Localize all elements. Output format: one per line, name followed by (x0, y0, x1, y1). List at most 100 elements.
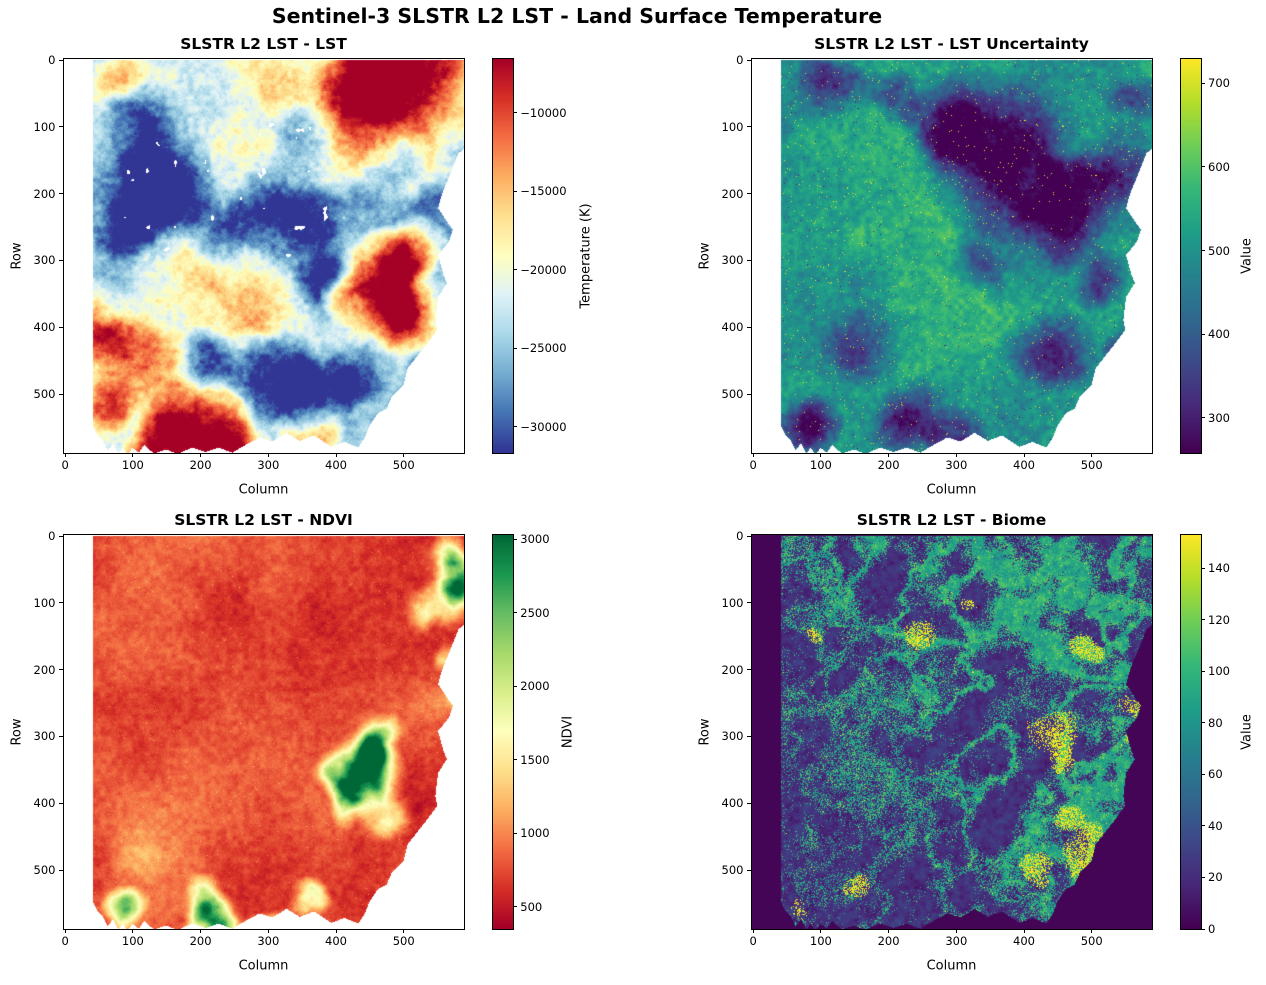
x-tick-label: 200 (189, 934, 212, 948)
colorbar-tick-mark (1201, 166, 1205, 168)
y-tick-label: 200 (33, 662, 56, 677)
y-axis-label-lst: Row (9, 242, 24, 270)
colorbar-tick-label: 700 (1208, 76, 1230, 91)
x-tick-label: 0 (749, 458, 757, 472)
y-tick-label: 300 (721, 253, 744, 268)
x-tick-label: 300 (945, 458, 968, 472)
y-tick-label: 0 (48, 53, 56, 67)
y-tick-mark (58, 535, 63, 537)
x-tick-mark (752, 453, 754, 457)
colorbar-tick-mark (513, 832, 518, 834)
y-tick-mark (58, 602, 63, 604)
x-tick-mark (1091, 929, 1093, 933)
colorbar-tick-label: 500 (520, 899, 543, 914)
colorbar-label-lst: Temperature (K) (578, 203, 594, 309)
y-tick-label: 100 (721, 595, 744, 610)
colorbar-tick-label: 40 (1208, 818, 1223, 833)
y-tick-label: 300 (33, 729, 56, 744)
colorbar-tick-label: 1000 (520, 826, 550, 841)
colorbar-tick-label: −20000 (520, 262, 567, 277)
x-tick-mark (1023, 453, 1025, 457)
x-tick-mark (403, 929, 405, 933)
y-tick-label: 100 (33, 595, 56, 610)
colorbar-ndvi (492, 534, 515, 930)
colorbar-tick-mark (1201, 417, 1205, 419)
x-tick-mark (1023, 929, 1025, 933)
x-axis-label-ndvi: Column (238, 958, 289, 974)
x-tick-label: 500 (1080, 934, 1103, 948)
x-tick-mark (888, 929, 890, 933)
plot-area-lst_uncertainty (750, 58, 1153, 454)
subplot-title-lst: SLSTR L2 LST - LST (180, 35, 347, 53)
y-tick-mark (746, 802, 751, 804)
y-tick-mark (58, 802, 63, 804)
y-tick-label: 400 (33, 320, 56, 335)
colorbar-tick-label: 60 (1208, 767, 1223, 782)
plot-area-biome (750, 534, 1153, 930)
x-tick-label: 500 (392, 458, 415, 472)
y-axis-label-biome: Row (697, 718, 712, 746)
colorbar-tick-label: 2000 (520, 679, 550, 694)
x-tick-mark (955, 453, 957, 457)
y-tick-mark (58, 326, 63, 328)
y-tick-mark (746, 326, 751, 328)
figure-title: Sentinel-3 SLSTR L2 LST - Land Surface T… (271, 4, 883, 28)
x-tick-mark (64, 929, 66, 933)
colorbar-tick-mark (513, 112, 518, 114)
colorbar-tick-label: 500 (1208, 243, 1230, 258)
x-tick-mark (335, 453, 337, 457)
x-tick-mark (335, 929, 337, 933)
x-tick-label: 200 (877, 458, 900, 472)
colorbar-tick-label: 2500 (520, 605, 550, 620)
y-tick-label: 500 (33, 387, 56, 401)
x-tick-label: 300 (257, 934, 280, 948)
y-tick-label: 0 (736, 53, 744, 67)
y-tick-label: 100 (721, 119, 744, 134)
x-tick-mark (132, 929, 134, 933)
y-axis-label-ndvi: Row (9, 718, 24, 746)
colorbar-tick-mark (1201, 619, 1205, 621)
colorbar-biome (1180, 534, 1202, 930)
y-tick-label: 200 (33, 186, 56, 201)
y-tick-mark (58, 193, 63, 195)
colorbar-tick-mark (513, 269, 518, 271)
colorbar-tick-mark (1201, 825, 1205, 827)
y-tick-mark (58, 126, 63, 128)
y-tick-label: 0 (48, 529, 56, 543)
x-tick-mark (200, 929, 202, 933)
x-tick-label: 100 (809, 934, 832, 948)
x-tick-mark (267, 929, 269, 933)
colorbar-tick-mark (513, 190, 518, 192)
y-tick-mark (746, 535, 751, 537)
y-axis-label-lst_uncertainty: Row (697, 242, 712, 270)
colorbar-tick-mark (1201, 82, 1205, 84)
x-tick-mark (1091, 453, 1093, 457)
colorbar-tick-label: −10000 (520, 105, 567, 120)
lst-image (63, 59, 464, 453)
plot-area-ndvi (62, 534, 465, 930)
colorbar-tick-mark (513, 612, 518, 614)
colorbar-tick-label: −30000 (520, 419, 567, 434)
y-tick-mark (746, 126, 751, 128)
ndvi-image (63, 535, 464, 929)
colorbar-tick-mark (513, 538, 518, 540)
y-tick-mark (746, 602, 751, 604)
y-tick-mark (746, 393, 751, 395)
colorbar-tick-label: 600 (1208, 159, 1230, 174)
y-tick-mark (746, 669, 751, 671)
colorbar-tick-label: 80 (1208, 715, 1223, 730)
biome-image (751, 535, 1152, 929)
colorbar-tick-mark (1201, 722, 1205, 724)
x-tick-label: 400 (325, 458, 347, 472)
subplot-title-lst_uncertainty: SLSTR L2 LST - LST Uncertainty (814, 35, 1089, 53)
y-tick-label: 100 (33, 119, 56, 134)
y-tick-label: 500 (721, 863, 744, 877)
y-tick-label: 500 (721, 387, 744, 401)
colorbar-lst (492, 58, 515, 454)
colorbar-tick-label: 140 (1208, 561, 1230, 576)
colorbar-tick-label: 100 (1208, 664, 1230, 679)
x-tick-mark (888, 453, 890, 457)
colorbar-gradient-ndvi (493, 535, 514, 929)
colorbar-tick-mark (1201, 928, 1205, 930)
y-tick-label: 200 (721, 186, 744, 201)
